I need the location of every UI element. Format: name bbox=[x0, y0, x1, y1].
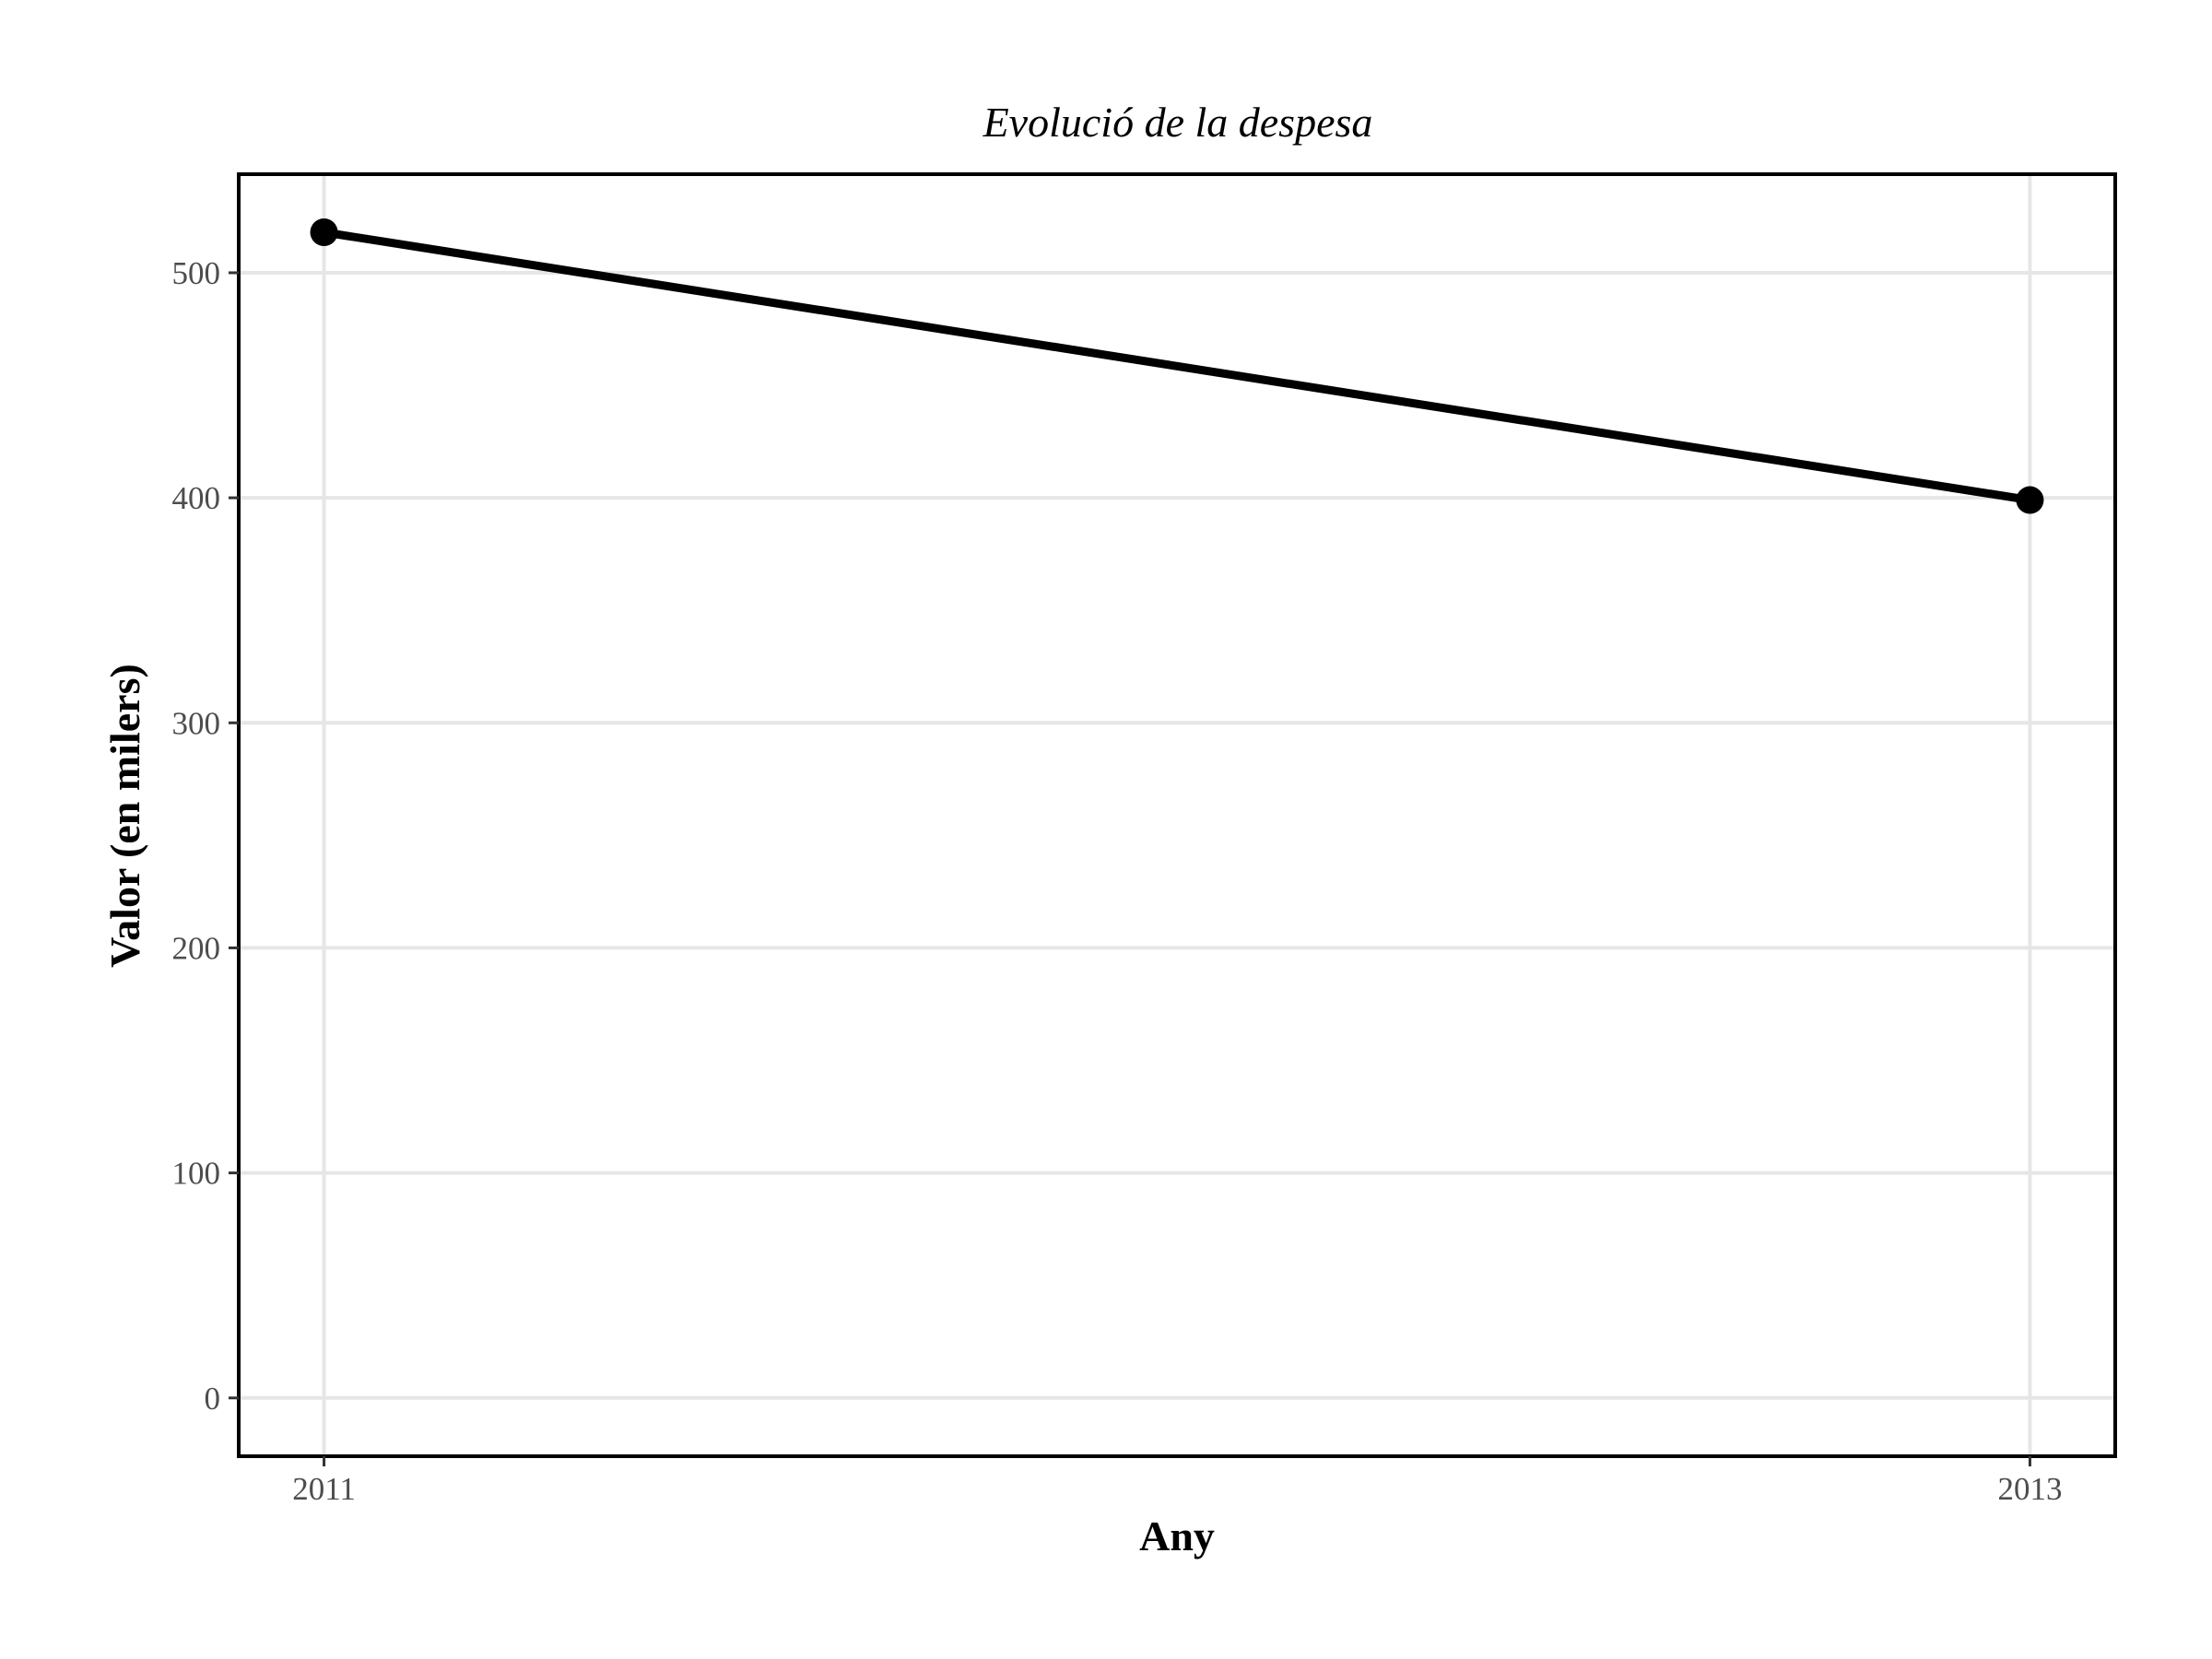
data-point bbox=[2016, 486, 2044, 514]
data-point bbox=[310, 218, 338, 246]
y-tick-label: 0 bbox=[205, 1381, 221, 1417]
x-tick-label: 2013 bbox=[1997, 1471, 2062, 1507]
y-tick-label: 300 bbox=[172, 705, 221, 741]
y-tick-label: 100 bbox=[172, 1156, 221, 1192]
y-axis-title: Valor (en milers) bbox=[101, 664, 148, 968]
data-marks bbox=[310, 218, 2044, 514]
axes: 0 100 200 300 400 500 2011 2013 bbox=[172, 255, 2063, 1507]
x-tick-label: 2011 bbox=[292, 1471, 356, 1507]
x-axis-title: Any bbox=[1139, 1512, 1215, 1559]
y-tick-label: 200 bbox=[172, 930, 221, 966]
gridlines bbox=[239, 174, 2115, 1456]
y-tick-label: 400 bbox=[172, 480, 221, 516]
plot-panel-border bbox=[237, 172, 2117, 1458]
series-line bbox=[323, 228, 2031, 504]
y-tick-label: 500 bbox=[172, 255, 221, 291]
chart-title: Evolució de la despesa bbox=[982, 99, 1373, 146]
